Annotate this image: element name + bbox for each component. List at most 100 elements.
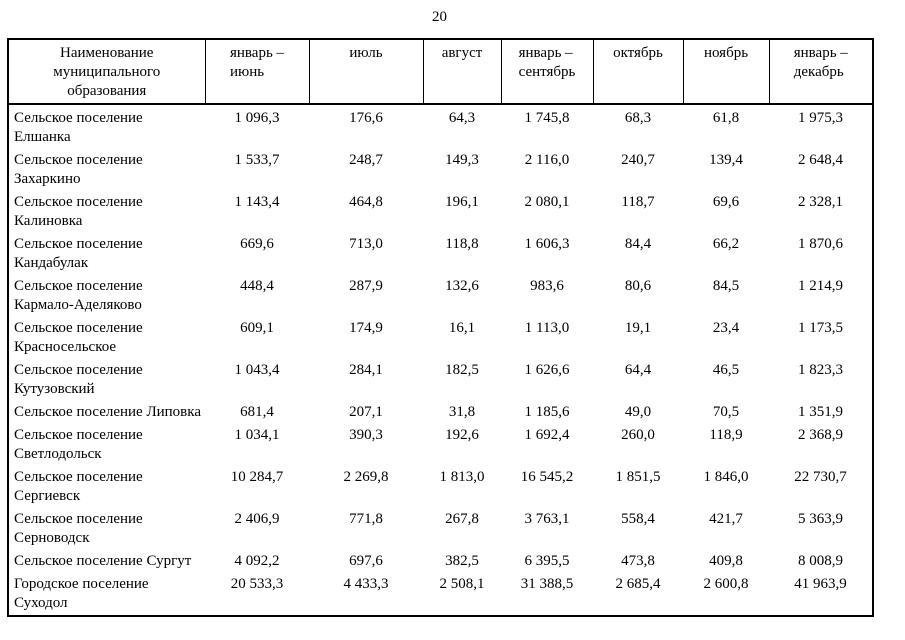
value-cell: 260,0 <box>621 427 655 443</box>
value-cell: 1 214,9 <box>798 278 843 294</box>
value-cell: 31,8 <box>448 404 476 420</box>
value-cell: 6 395,5 <box>524 553 570 569</box>
value-cell: 20 533,3 <box>230 576 284 592</box>
municipality-name-cell: Сельское поселение Кандабулак <box>14 236 143 271</box>
column-header-jan-sep: январь – сентябрь <box>500 38 594 105</box>
value-cell: 2 600,8 <box>703 576 749 592</box>
column-header-jan-dec: январь – декабрь <box>768 38 874 105</box>
column-header-jul: июль <box>308 38 424 105</box>
value-cell: 5 363,9 <box>798 511 843 527</box>
value-cell: 19,1 <box>624 320 652 336</box>
value-cell: 1 143,4 <box>234 194 280 210</box>
value-cell: 473,8 <box>621 553 655 569</box>
municipality-name-cell: Сельское поселение Елшанка <box>14 110 143 145</box>
value-cell: 609,1 <box>240 320 274 336</box>
value-cell: 3 763,1 <box>524 511 570 527</box>
value-cell: 10 284,7 <box>230 469 284 485</box>
value-cell: 196,1 <box>445 194 479 210</box>
table-row: Сельское поселение Кутузовский 1 043,4 2… <box>8 359 873 401</box>
value-cell: 64,3 <box>448 110 476 126</box>
table-row: Сельское поселение Сургут 4 092,2 697,6 … <box>8 550 873 573</box>
value-cell: 8 008,9 <box>798 553 843 569</box>
value-cell: 983,6 <box>530 278 564 294</box>
value-cell: 1 823,3 <box>798 362 843 378</box>
value-cell: 49,0 <box>624 404 652 420</box>
value-cell: 41 963,9 <box>794 576 847 592</box>
value-cell: 267,8 <box>445 511 479 527</box>
value-cell: 16 545,2 <box>520 469 574 485</box>
value-cell: 1 813,0 <box>439 469 485 485</box>
table-row: Сельское поселение Сергиевск 10 284,7 2 … <box>8 466 873 508</box>
value-cell: 2 685,4 <box>615 576 661 592</box>
value-cell: 46,5 <box>712 362 740 378</box>
value-cell: 23,4 <box>712 320 740 336</box>
value-cell: 1 692,4 <box>524 427 570 443</box>
value-cell: 464,8 <box>349 194 383 210</box>
value-cell: 207,1 <box>349 404 383 420</box>
value-cell: 1 533,7 <box>234 152 280 168</box>
value-cell: 713,0 <box>349 236 383 252</box>
value-cell: 80,6 <box>624 278 652 294</box>
municipality-name-cell: Сельское поселение Серноводск <box>14 511 143 546</box>
value-cell: 118,7 <box>621 194 655 210</box>
column-header-municipality: Наименование муниципального образования <box>7 38 206 105</box>
value-cell: 697,6 <box>349 553 383 569</box>
municipality-name-cell: Сельское поселение Кутузовский <box>14 362 143 397</box>
value-cell: 16,1 <box>448 320 476 336</box>
value-cell: 70,5 <box>712 404 740 420</box>
value-cell: 287,9 <box>349 278 383 294</box>
value-cell: 139,4 <box>709 152 743 168</box>
value-cell: 192,6 <box>445 427 479 443</box>
value-cell: 240,7 <box>621 152 655 168</box>
table-row: Сельское поселение Кандабулак 669,6 713,… <box>8 233 873 275</box>
value-cell: 149,3 <box>445 152 479 168</box>
value-cell: 1 606,3 <box>524 236 570 252</box>
value-cell: 1 113,0 <box>524 320 570 336</box>
municipality-name-cell: Сельское поселение Кармало-Аделяково <box>14 278 143 313</box>
value-cell: 1 173,5 <box>798 320 843 336</box>
municipality-name-cell: Сельское поселение Сургут <box>14 553 192 569</box>
value-cell: 132,6 <box>445 278 479 294</box>
value-cell: 176,6 <box>349 110 383 126</box>
table-header-row: Наименование муниципального образования … <box>7 38 874 105</box>
value-cell: 248,7 <box>349 152 383 168</box>
value-cell: 64,4 <box>624 362 652 378</box>
value-cell: 1 851,5 <box>615 469 661 485</box>
value-cell: 2 080,1 <box>524 194 570 210</box>
value-cell: 2 116,0 <box>524 152 570 168</box>
value-cell: 2 648,4 <box>798 152 843 168</box>
municipality-name-cell: Сельское поселение Светлодольск <box>14 427 143 462</box>
column-header-nov: ноябрь <box>682 38 770 105</box>
value-cell: 1 846,0 <box>703 469 749 485</box>
value-cell: 1 745,8 <box>524 110 570 126</box>
table-row: Сельское поселение Серноводск 2 406,9 77… <box>8 508 873 550</box>
table-row: Сельское поселение Светлодольск 1 034,1 … <box>8 424 873 466</box>
value-cell: 1 043,4 <box>234 362 280 378</box>
value-cell: 118,8 <box>445 236 479 252</box>
table-row: Сельское поселение Захаркино 1 533,7 248… <box>8 149 873 191</box>
table-row: Сельское поселение Елшанка 1 096,3 176,6… <box>8 104 873 149</box>
value-cell: 22 730,7 <box>794 469 847 485</box>
value-cell: 69,6 <box>712 194 740 210</box>
value-cell: 1 975,3 <box>798 110 843 126</box>
value-cell: 68,3 <box>624 110 652 126</box>
value-cell: 4 092,2 <box>234 553 280 569</box>
value-cell: 669,6 <box>240 236 274 252</box>
table-body: Сельское поселение Елшанка 1 096,3 176,6… <box>8 104 873 616</box>
municipality-name-cell: Сельское поселение Калиновка <box>14 194 143 229</box>
municipality-name-cell: Сельское поселение Сергиевск <box>14 469 143 504</box>
municipality-name-cell: Сельское поселение Красносельское <box>14 320 143 355</box>
value-cell: 174,9 <box>349 320 383 336</box>
municipality-name-cell: Городское поселение Суходол <box>14 576 149 611</box>
value-cell: 1 870,6 <box>798 236 843 252</box>
value-cell: 182,5 <box>445 362 479 378</box>
table-row: Сельское поселение Калиновка 1 143,4 464… <box>8 191 873 233</box>
value-cell: 1 351,9 <box>798 404 843 420</box>
table-row: Сельское поселение Кармало-Аделяково 448… <box>8 275 873 317</box>
value-cell: 31 388,5 <box>520 576 574 592</box>
table-row: Городское поселение Суходол 20 533,3 4 4… <box>8 573 873 616</box>
municipality-name-cell: Сельское поселение Захаркино <box>14 152 143 187</box>
value-cell: 1 626,6 <box>524 362 570 378</box>
value-cell: 61,8 <box>712 110 740 126</box>
